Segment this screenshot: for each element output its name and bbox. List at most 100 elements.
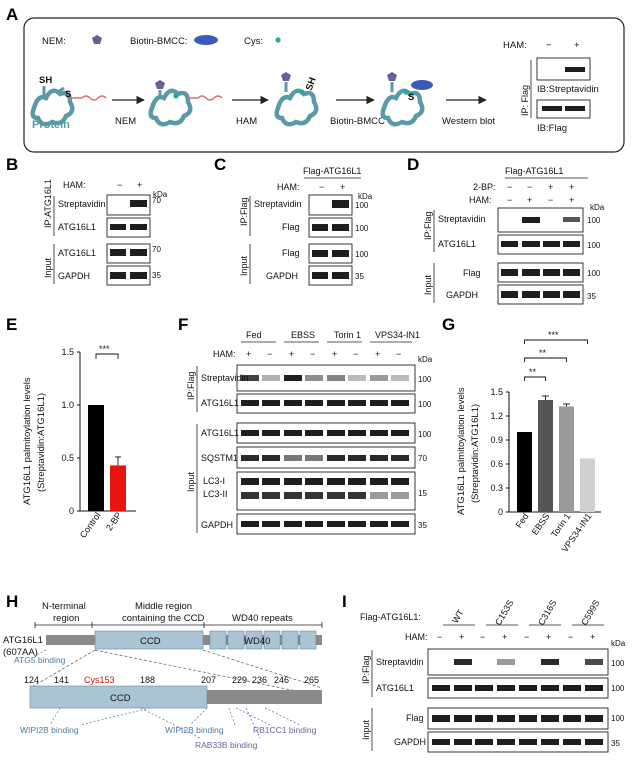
b-blot-gapdh: [106, 265, 151, 286]
c-blot-flag: [308, 217, 353, 238]
sh-label: SH: [39, 75, 52, 86]
h-ccd-domain: [94, 630, 204, 650]
svg-text:Flag-ATG16L1: Flag-ATG16L1: [505, 166, 563, 176]
f-atg-band-2: [284, 400, 302, 406]
svg-text:WT: WT: [450, 607, 466, 625]
h-position-6: 236: [252, 675, 267, 685]
i-atg-band-0: [432, 685, 450, 691]
f-lc3i-band-4: [327, 478, 345, 485]
i-gapdh-band-7: [585, 739, 603, 745]
h-rb1cc1-binding: RB1CC1 binding: [253, 725, 317, 735]
svg-text:Flag: Flag: [406, 713, 424, 723]
i-gapdh-band-3: [497, 739, 515, 745]
legend-bmcc-label: Biotin-BMCC:: [130, 36, 188, 47]
svg-text:Middle region: Middle region: [135, 601, 192, 612]
panel-d: D Flag-ATG16L1 2-BP: − − + + HAM: − + − …: [407, 155, 605, 305]
f-strep-band-1: [262, 375, 280, 381]
svg-text:ATG16L1: ATG16L1: [58, 248, 96, 258]
f-strep-band-4: [327, 375, 345, 381]
g-bar-vps34: [580, 458, 595, 512]
f-gapdh-band-7: [391, 521, 409, 527]
panel-h: H N-terminal region Middle region contai…: [3, 592, 323, 750]
i-blot-gapdh: [427, 731, 609, 753]
svg-text:ATG16L1: ATG16L1: [201, 428, 239, 438]
f-input-atg-band-0: [241, 430, 259, 436]
f-sqstm1-band-6: [370, 455, 388, 461]
svg-text:Input: Input: [239, 255, 249, 276]
svg-text:Flag: Flag: [463, 268, 481, 278]
panel-label-i: I: [342, 592, 347, 611]
svg-text:+: +: [137, 180, 142, 190]
svg-text:Flag: Flag: [282, 222, 300, 232]
h-wd40-repeat-0: [209, 630, 227, 650]
f-input-atg-band-7: [391, 430, 409, 436]
h-wd40-repeat-3: [263, 630, 281, 650]
h-position-7: 246: [274, 675, 289, 685]
s2-label: S: [408, 92, 414, 103]
f-strep-band-6: [370, 375, 388, 381]
i-flag-band-4: [519, 715, 537, 722]
f-ham-minus-7: −: [396, 349, 401, 359]
g-ytick-label-5: 1.5: [490, 387, 503, 397]
a-ham-label: HAM:: [503, 40, 527, 51]
f-ham-plus-0: +: [246, 349, 251, 359]
e-ylabel-1: ATG16L1 palmitoylation levels: [22, 377, 33, 505]
svg-text:35: 35: [152, 271, 161, 280]
svg-text:70: 70: [152, 196, 161, 205]
i-ham-plus-1: +: [459, 632, 464, 642]
svg-text:C316S: C316S: [536, 598, 558, 627]
s-label: S: [65, 89, 71, 100]
a-ip-label: IP: Flag: [520, 85, 530, 116]
i-gapdh-band-4: [519, 739, 537, 745]
i-atg-band-5: [541, 685, 559, 691]
i-ham-minus-2: −: [480, 632, 485, 642]
f-lc3ii-band-6: [370, 492, 388, 499]
svg-text:kDa: kDa: [590, 203, 605, 212]
svg-text:region: region: [53, 613, 79, 624]
f-ham-minus-1: −: [267, 349, 272, 359]
panel-label-d: D: [407, 155, 419, 174]
svg-text:Torin 1: Torin 1: [334, 330, 361, 340]
i-atg-band-2: [475, 685, 493, 691]
i-gapdh-band-1: [454, 739, 472, 745]
e-sig-label: ***: [99, 344, 110, 354]
e-bar-control: [88, 405, 104, 511]
svg-text:kDa: kDa: [418, 355, 433, 364]
svg-text:100: 100: [418, 430, 432, 439]
g-sig-1: **: [529, 367, 537, 377]
h-wd40-repeat-5: [299, 630, 317, 650]
svg-text:2-BP:: 2-BP:: [473, 182, 496, 192]
i-blot-atg16l1: [427, 677, 609, 699]
f-lc3i-band-6: [370, 478, 388, 485]
f-strep-band-2: [284, 375, 302, 381]
e-bar-2bp: [110, 465, 126, 511]
a-ib-streptavidin: IB:Streptavidin: [537, 84, 599, 95]
svg-text:−: −: [507, 182, 512, 192]
panel-b: B HAM: − + kDa Streptavidin ATG16L1 70 I…: [6, 155, 168, 286]
g-ytick-label-0: 0: [498, 507, 503, 517]
f-ham-plus-2: +: [289, 349, 294, 359]
g-ytick-label-4: 1.2: [490, 411, 503, 421]
svg-text:100: 100: [355, 250, 369, 259]
svg-text:35: 35: [587, 292, 596, 301]
e-ytick-label-2: 1.0: [61, 400, 74, 410]
h-position-2: Cys153: [84, 675, 115, 685]
a-blot-streptavidin: [536, 57, 591, 81]
i-strep-band-5: [541, 659, 559, 665]
g-sig-bracket-1: [524, 376, 546, 381]
svg-text:HAM:: HAM:: [277, 182, 300, 192]
svg-text:Streptavidin: Streptavidin: [376, 657, 424, 667]
svg-text:35: 35: [611, 739, 620, 748]
f-atg-band-7: [391, 400, 409, 406]
i-gapdh-band-0: [432, 739, 450, 745]
panel-label-a: A: [6, 5, 18, 24]
step-wb: Western blot: [442, 116, 496, 127]
svg-text:(607AA): (607AA): [3, 647, 38, 658]
panel-label-b: B: [6, 155, 18, 174]
f-gapdh-band-5: [348, 521, 366, 527]
i-gapdh-band-6: [563, 739, 581, 745]
panel-c: C Flag-ATG16L1 HAM: − + kDa Streptavidin…: [214, 155, 373, 286]
i-gapdh-band-5: [541, 739, 559, 745]
b-blot-atg16l1: [106, 217, 151, 238]
svg-text:Input: Input: [186, 471, 196, 492]
